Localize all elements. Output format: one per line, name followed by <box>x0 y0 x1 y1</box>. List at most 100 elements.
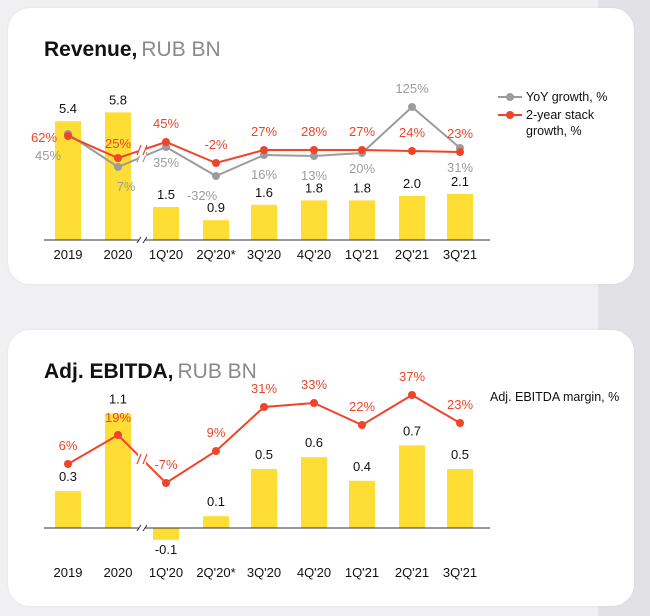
revenue-title-text: Revenue, <box>44 38 138 61</box>
stack-growth-label: 23% <box>447 126 473 141</box>
ebitda-margin-point <box>358 421 366 429</box>
stack-growth-label: 62% <box>31 130 57 145</box>
ebitda-margin-label: 37% <box>399 369 425 384</box>
stack-growth-point <box>162 138 170 146</box>
ebitda-bar-label: 0.3 <box>59 469 77 484</box>
x-tick-label: 1Q'20 <box>149 247 183 262</box>
stack-growth-point <box>64 132 72 140</box>
stack-growth-point <box>358 146 366 154</box>
yoy-growth-label: -32% <box>187 188 218 203</box>
revenue-bar <box>301 200 327 240</box>
ebitda-bar <box>349 480 375 528</box>
ebitda-margin-point <box>260 403 268 411</box>
x-tick-label: 2019 <box>54 247 83 262</box>
revenue-bar <box>105 112 131 240</box>
stack-growth-label: 28% <box>301 124 327 139</box>
axis-break-gap <box>139 525 145 531</box>
yoy-growth-label: 16% <box>251 167 277 182</box>
ebitda-margin-point <box>212 447 220 455</box>
stack-growth-label: 24% <box>399 125 425 140</box>
ebitda-bar-label: 0.5 <box>255 447 273 462</box>
ebitda-bar-label: 0.1 <box>207 494 225 509</box>
x-tick-label: 1Q'21 <box>345 565 379 580</box>
x-tick-label: 2Q'21 <box>395 247 429 262</box>
ebitda-title-text: Adj. EBITDA, <box>44 360 174 383</box>
axis-break-mark <box>136 524 148 532</box>
ebitda-card: Adj. EBITDA, RUB BN 0.3 1.1 -0.1 0.1 0.5 0.6 0.… <box>8 330 634 606</box>
ebitda-unit: RUB BN <box>177 360 257 383</box>
ebitda-bar <box>55 491 81 528</box>
ebitda-margin-point <box>114 431 122 439</box>
revenue-bar-label: 5.4 <box>59 101 77 116</box>
x-tick-label: 2020 <box>104 565 133 580</box>
legend-stack-label-1: 2-year stack <box>526 108 595 122</box>
ebitda-bar <box>301 457 327 528</box>
yoy-growth-label: 20% <box>349 161 375 176</box>
ebitda-margin-label: 19% <box>105 410 131 425</box>
ebitda-bar-label: 1.1 <box>109 392 127 407</box>
ebitda-bar-label: 0.7 <box>403 423 421 438</box>
yoy-growth-label: 7% <box>117 179 136 194</box>
ebitda-margin-label: 33% <box>301 377 327 392</box>
yoy-growth-label: 45% <box>35 148 61 163</box>
stack-growth-label: 27% <box>251 124 277 139</box>
legend-ebitda-margin-label: Adj. EBITDA margin, % <box>490 390 619 404</box>
revenue-bar-label: 1.6 <box>255 185 273 200</box>
stack-growth-point <box>408 147 416 155</box>
x-tick-label: 3Q'21 <box>443 247 477 262</box>
revenue-bar <box>349 200 375 240</box>
legend-stack-swatch-dot <box>506 111 514 119</box>
ebitda-margin-label: -7% <box>154 457 178 472</box>
stack-growth-point <box>212 159 220 167</box>
ebitda-bar <box>399 445 425 528</box>
revenue-bar-label: 0.9 <box>207 200 225 215</box>
yoy-growth-label: 125% <box>395 81 429 96</box>
revenue-bar <box>55 121 81 240</box>
revenue-card: Revenue, RUB BN 5.4 5.8 1.5 0.9 1.6 1.8 1.8 2.0 2… <box>8 8 634 284</box>
axis-break-mark <box>136 236 148 244</box>
ebitda-bar <box>153 528 179 540</box>
yoy-growth-point <box>114 163 122 171</box>
ebitda-margin-point <box>408 391 416 399</box>
revenue-unit: RUB BN <box>141 38 221 61</box>
ebitda-bar <box>203 516 229 528</box>
ebitda-bar-label: -0.1 <box>155 542 177 557</box>
x-tick-label: 3Q'21 <box>443 565 477 580</box>
legend-yoy-label: YoY growth, % <box>526 90 607 104</box>
revenue-chart: 5.4 5.8 1.5 0.9 1.6 1.8 1.8 2.0 2.1 2019 2020 1Q'20… <box>31 81 607 262</box>
ebitda-margin-point <box>162 479 170 487</box>
legend-stack-label-2: growth, % <box>526 124 582 138</box>
revenue-bar <box>203 220 229 240</box>
x-tick-label: 2020 <box>104 247 133 262</box>
revenue-bar-label: 1.8 <box>353 180 371 195</box>
stack-growth-point <box>114 154 122 162</box>
stack-growth-label: -2% <box>204 137 228 152</box>
revenue-bar-label: 2.0 <box>403 176 421 191</box>
revenue-bar-label: 1.8 <box>305 180 323 195</box>
stack-growth-point <box>260 146 268 154</box>
x-tick-label: 2Q'20* <box>196 565 235 580</box>
ebitda-title: Adj. EBITDA, RUB BN <box>44 360 257 384</box>
ebitda-margin-label: 23% <box>447 397 473 412</box>
ebitda-bar-label: 0.4 <box>353 459 371 474</box>
ebitda-margin-label: 6% <box>59 438 78 453</box>
x-tick-label: 2Q'21 <box>395 565 429 580</box>
stack-growth-point <box>310 146 318 154</box>
x-tick-label: 3Q'20 <box>247 565 281 580</box>
stack-growth-label: 45% <box>153 116 179 131</box>
ebitda-margin-point <box>456 419 464 427</box>
yoy-growth-point <box>408 103 416 111</box>
ebitda-margin-label: 22% <box>349 399 375 414</box>
yoy-growth-label: 13% <box>301 168 327 183</box>
x-tick-label: 3Q'20 <box>247 247 281 262</box>
ebitda-bar <box>105 413 131 528</box>
x-tick-label: 2019 <box>54 565 83 580</box>
ebitda-chart: 0.3 1.1 -0.1 0.1 0.5 0.6 0.4 0.7 0.5 2019 2020 1Q'2… <box>44 369 619 580</box>
x-tick-label: 2Q'20* <box>196 247 235 262</box>
ebitda-margin-line-break-mark <box>136 453 148 465</box>
revenue-bar-label: 2.1 <box>451 174 469 189</box>
x-tick-label: 1Q'20 <box>149 565 183 580</box>
yoy-growth-point <box>212 172 220 180</box>
yoy-growth-label: 35% <box>153 155 179 170</box>
revenue-bar <box>447 193 473 240</box>
